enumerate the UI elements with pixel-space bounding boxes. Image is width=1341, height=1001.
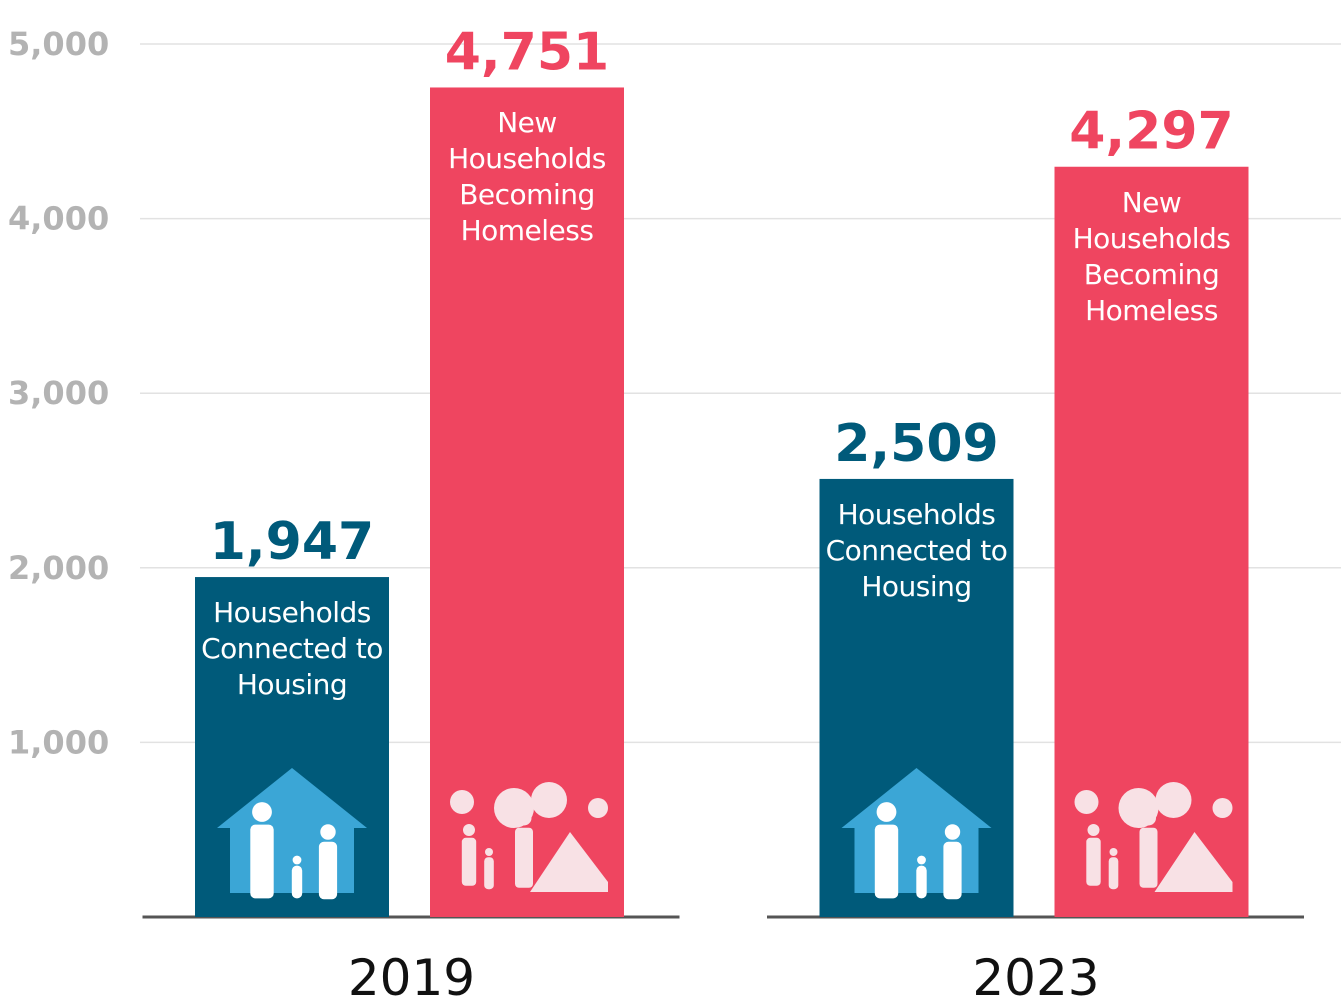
person-icon bbox=[874, 824, 899, 899]
bar-label-box: Households Connected to Housing bbox=[825, 497, 1008, 603]
person-icon bbox=[944, 824, 961, 840]
person-icon bbox=[1086, 837, 1101, 886]
x-tick-label: 2019 bbox=[348, 949, 475, 1001]
bar-label-box: Households Connected to Housing bbox=[201, 596, 383, 702]
person-icon bbox=[876, 802, 897, 822]
person-icon bbox=[917, 855, 926, 865]
person-icon bbox=[1087, 824, 1100, 836]
tree-icon bbox=[450, 790, 474, 814]
person-icon bbox=[916, 865, 927, 899]
value-label: 4,751 bbox=[445, 22, 609, 82]
person-icon bbox=[1139, 827, 1158, 888]
value-label: 1,947 bbox=[210, 512, 374, 572]
value-label: 2,509 bbox=[834, 414, 998, 474]
y-tick-label: 2,000 bbox=[8, 549, 109, 587]
person-icon bbox=[292, 855, 302, 865]
person-icon bbox=[484, 857, 494, 890]
bar bbox=[430, 87, 624, 917]
tent-icon bbox=[530, 832, 608, 892]
person-icon bbox=[1141, 810, 1156, 826]
tree-icon bbox=[1212, 798, 1233, 818]
person-icon bbox=[943, 841, 962, 900]
bar-label-box: New Households Becoming Homeless bbox=[1072, 185, 1231, 327]
tree-icon bbox=[531, 782, 567, 818]
y-tick-label: 3,000 bbox=[8, 374, 109, 412]
person-icon bbox=[485, 848, 493, 856]
x-tick-label: 2023 bbox=[972, 949, 1099, 1001]
person-icon bbox=[515, 827, 533, 888]
person-icon bbox=[291, 865, 303, 899]
tree-icon bbox=[1074, 790, 1099, 814]
y-tick-label: 5,000 bbox=[8, 25, 109, 63]
person-icon bbox=[463, 824, 475, 836]
person-icon bbox=[250, 824, 274, 899]
tree-icon bbox=[588, 798, 608, 818]
bar-label: New Households Becoming Homeless bbox=[448, 106, 606, 248]
y-tick-label: 4,000 bbox=[8, 200, 109, 238]
tent-icon bbox=[1154, 832, 1233, 892]
bar-label: Households Connected to Housing bbox=[201, 596, 383, 702]
bar-label: Households Connected to Housing bbox=[825, 497, 1008, 603]
person-icon bbox=[1109, 848, 1118, 856]
y-tick-label: 1,000 bbox=[8, 723, 109, 761]
person-icon bbox=[320, 824, 336, 840]
person-icon bbox=[318, 841, 338, 900]
bar-label-box: New Households Becoming Homeless bbox=[448, 106, 606, 248]
person-icon bbox=[461, 837, 477, 886]
person-icon bbox=[516, 810, 532, 826]
value-label: 4,297 bbox=[1069, 102, 1233, 162]
bar-label: New Households Becoming Homeless bbox=[1072, 185, 1231, 327]
person-icon bbox=[252, 802, 272, 822]
person-icon bbox=[1108, 857, 1119, 890]
tree-icon bbox=[1155, 782, 1192, 818]
